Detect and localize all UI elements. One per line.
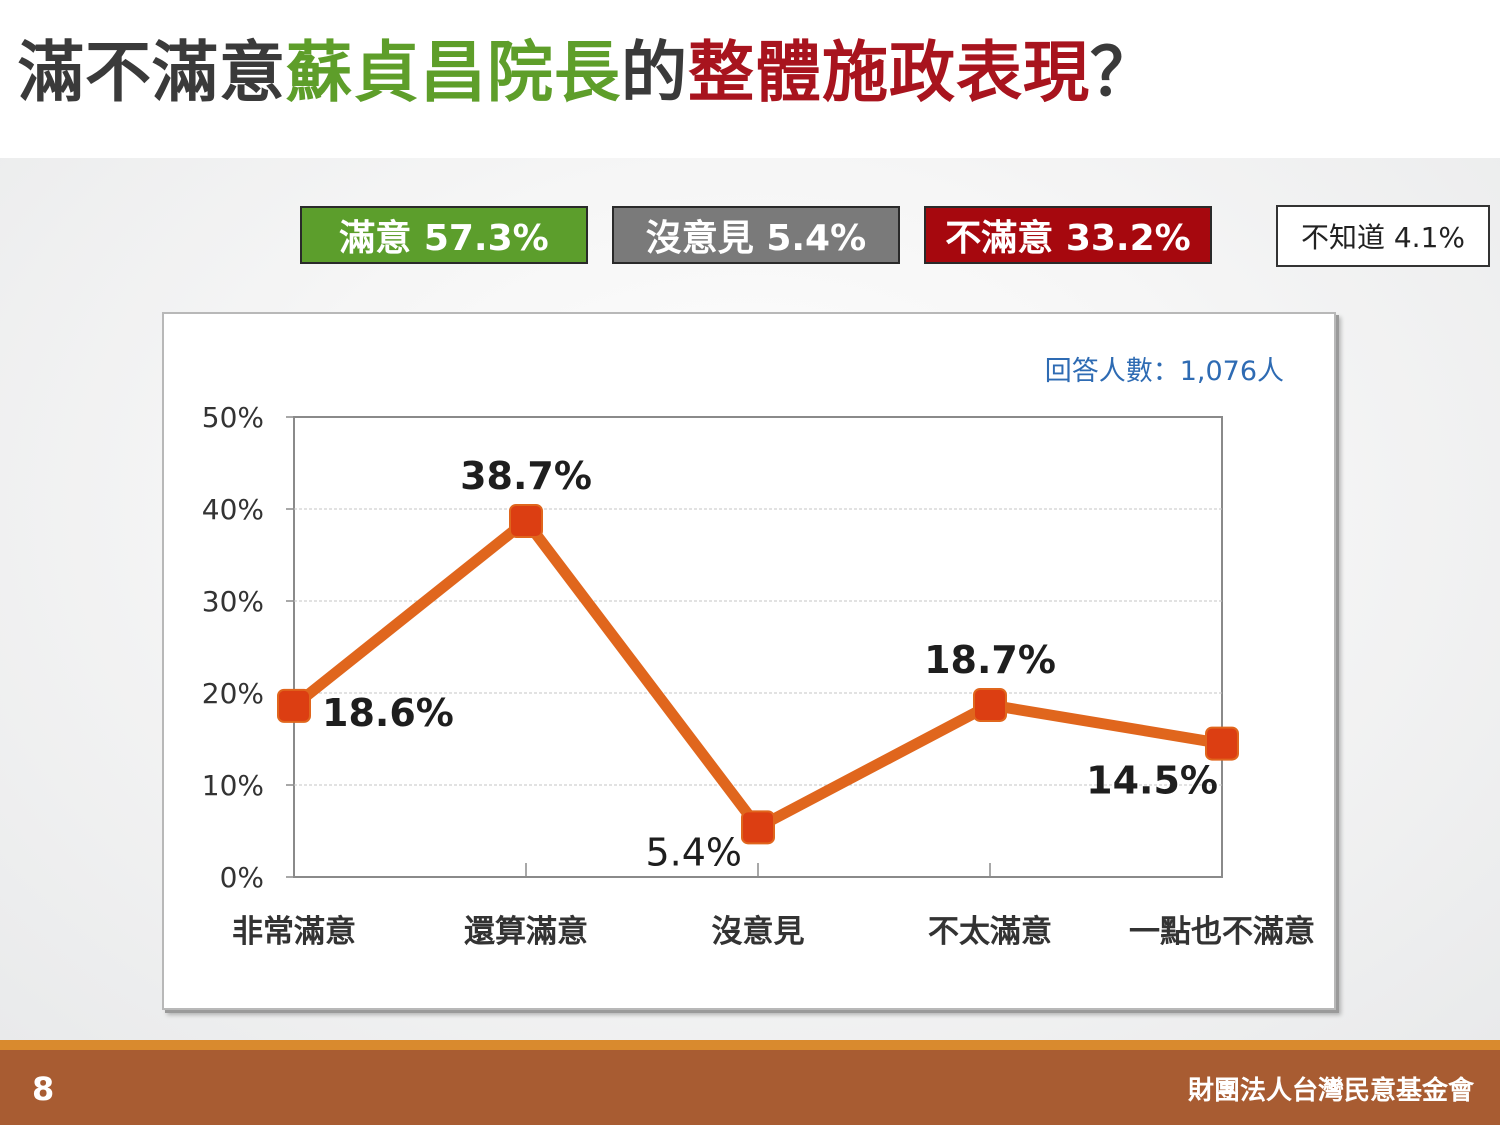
- y-tick-label: 50%: [202, 401, 264, 434]
- data-point: [277, 688, 311, 723]
- x-tick-label: 沒意見: [712, 914, 805, 950]
- page-number: 8: [32, 1070, 55, 1108]
- slide-title: 滿不滿意蘇貞昌院長的整體施政表現？: [18, 40, 1157, 106]
- footer-stripe: [0, 1040, 1500, 1050]
- data-point: [509, 503, 543, 538]
- title-part-question: ？: [1090, 34, 1157, 111]
- data-point: [1205, 726, 1239, 761]
- y-tick-label: 0%: [220, 861, 264, 894]
- title-part-performance: 整體施政表現: [688, 34, 1090, 111]
- data-point: [973, 687, 1007, 722]
- title-part-3: 的: [621, 34, 688, 111]
- title-bar: 滿不滿意蘇貞昌院長的整體施政表現？: [0, 0, 1500, 158]
- data-label: 14.5%: [1086, 759, 1218, 803]
- data-label: 18.7%: [924, 638, 1056, 682]
- y-tick-label: 20%: [202, 677, 264, 710]
- line-chart: 0% 10% 20% 30% 40% 50% 非常滿意 還算滿意 沒意見 不太滿意 一點也不滿意 18…: [202, 356, 1315, 950]
- data-point: [741, 810, 775, 845]
- x-tick-label: 還算滿意: [464, 914, 588, 950]
- x-tick-label: 不太滿意: [928, 914, 1052, 950]
- plot-area: [293, 416, 1223, 878]
- x-tick-label: 非常滿意: [232, 914, 356, 950]
- y-tick-label: 40%: [202, 493, 264, 526]
- summary-no-opinion: 沒意見 5.4%: [612, 206, 900, 264]
- summary-dissatisfied: 不滿意 33.2%: [924, 206, 1212, 264]
- data-label: 38.7%: [460, 454, 592, 498]
- summary-satisfied: 滿意 57.3%: [300, 206, 588, 264]
- data-label: 5.4%: [645, 830, 742, 874]
- y-tick-label: 30%: [202, 585, 264, 618]
- summary-unknown: 不知道 4.1%: [1276, 205, 1490, 267]
- title-part-premier: 蘇貞昌院長: [286, 34, 621, 111]
- respondents-annotation: 回答人數：1,076人: [1045, 356, 1284, 387]
- footer: 8 財團法人台灣民意基金會: [0, 1050, 1500, 1125]
- title-part-1: 滿不滿意: [18, 34, 286, 111]
- y-tick-label: 10%: [202, 769, 264, 802]
- chart-frame: 0% 10% 20% 30% 40% 50% 非常滿意 還算滿意 沒意見 不太滿意 一點也不滿意 18…: [162, 312, 1336, 1010]
- data-label: 18.6%: [322, 691, 454, 735]
- x-tick-label: 一點也不滿意: [1129, 914, 1315, 950]
- organization-name: 財團法人台灣民意基金會: [1187, 1076, 1474, 1106]
